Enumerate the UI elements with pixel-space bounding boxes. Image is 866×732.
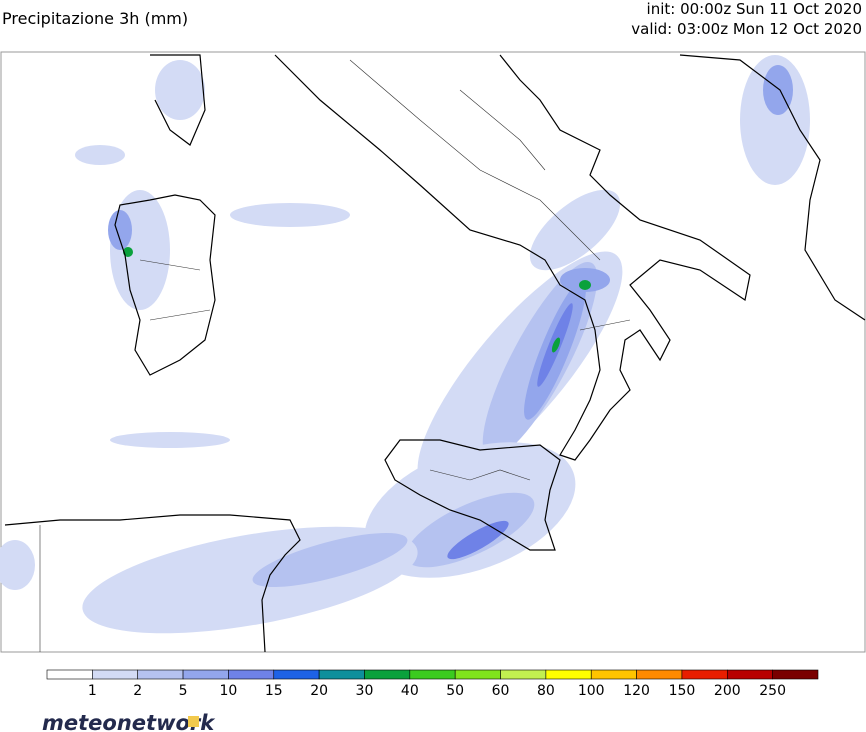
color-swatch [137,669,184,680]
colorbar-tick-label: 30 [356,683,374,699]
colorbar-tick-label: 15 [265,683,283,699]
color-swatch [318,669,365,680]
color-swatch [726,669,773,680]
color-swatch [92,669,139,680]
precipitation [0,55,810,634]
color-swatch [545,669,592,680]
color-swatch [636,669,683,680]
colorbar-tick-label: 2 [133,683,142,699]
colorbar: 1 2 5 10 15 20 30 40 50 60 80 100 120 150 200 250 [46,669,819,699]
color-swatch [454,669,501,680]
colorbar-tick-label: 5 [179,683,188,699]
map [0,51,866,653]
color-swatch [273,669,320,680]
color-swatch [500,669,547,680]
color-swatch [228,669,275,680]
color-swatch [409,669,456,680]
logo-square [188,716,199,727]
colorbar-tick-label: 1 [88,683,97,699]
logo: meteonetwork [42,711,216,732]
color-swatch [590,669,637,680]
colorbar-tick-label: 80 [537,683,555,699]
title: Precipitazione 3h (mm) [2,9,188,28]
valid-time: valid: 03:00z Mon 12 Oct 2020 [631,20,862,38]
colorbar-tick-label: 250 [759,683,786,699]
color-swatch [772,669,819,680]
colorbar-tick-label: 40 [401,683,419,699]
colorbar-tick-label: 60 [492,683,510,699]
color-swatch [46,669,93,680]
coastlines [4,54,866,653]
colorbar-tick-label: 50 [446,683,464,699]
color-swatch [364,669,411,680]
init-time: init: 00:00z Sun 11 Oct 2020 [647,0,862,18]
colorbar-tick-label: 20 [310,683,328,699]
color-swatch [182,669,229,680]
colorbar-tick-label: 10 [219,683,237,699]
region-borders [39,59,631,652]
colorbar-tick-label: 150 [669,683,696,699]
colorbar-tick-label: 200 [714,683,741,699]
colorbar-tick-label: 100 [578,683,605,699]
colorbar-tick-label: 120 [623,683,650,699]
color-swatch [681,669,728,680]
